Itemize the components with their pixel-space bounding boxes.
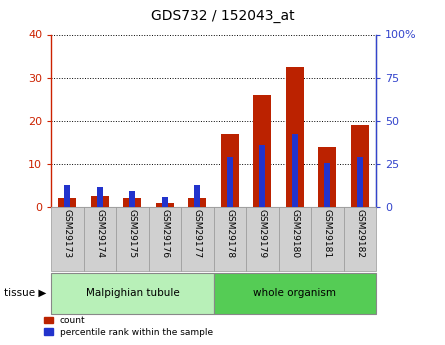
Bar [324,163,330,207]
Bar [318,147,336,207]
Text: Malpighian tubule: Malpighian tubule [85,288,179,298]
Text: GSM29178: GSM29178 [225,209,235,258]
Text: tissue ▶: tissue ▶ [4,288,47,298]
Text: GSM29181: GSM29181 [323,209,332,258]
Bar [253,95,271,207]
Text: GSM29176: GSM29176 [160,209,170,258]
Bar [97,187,103,207]
Bar [221,134,239,207]
Bar [286,67,304,207]
Bar [51,273,214,314]
Bar [214,273,376,314]
Bar [279,207,311,271]
Bar [65,186,70,207]
Text: GSM29175: GSM29175 [128,209,137,258]
Bar [351,125,369,207]
Bar [214,207,246,271]
Text: GSM29180: GSM29180 [290,209,299,258]
Bar [344,207,376,271]
Bar [259,145,265,207]
Text: whole organism: whole organism [253,288,336,298]
Text: GSM29174: GSM29174 [95,209,105,258]
Text: GSM29179: GSM29179 [258,209,267,258]
Bar [123,198,142,207]
Bar [227,157,233,207]
Bar [246,207,279,271]
Text: GDS732 / 152043_at: GDS732 / 152043_at [151,9,294,23]
Bar [91,196,109,207]
Text: GSM29173: GSM29173 [63,209,72,258]
Bar [116,207,149,271]
Bar [292,134,298,207]
Bar [311,207,344,271]
Legend: count, percentile rank within the sample: count, percentile rank within the sample [40,313,217,341]
Bar [129,191,135,207]
Bar [84,207,116,271]
Bar [181,207,214,271]
Text: GSM29177: GSM29177 [193,209,202,258]
Bar [51,207,84,271]
Bar [188,198,206,207]
Bar [194,186,200,207]
Text: GSM29182: GSM29182 [355,209,364,258]
Bar [58,198,77,207]
Bar [162,197,168,207]
Bar [149,207,181,271]
Bar [156,203,174,207]
Bar [357,157,363,207]
